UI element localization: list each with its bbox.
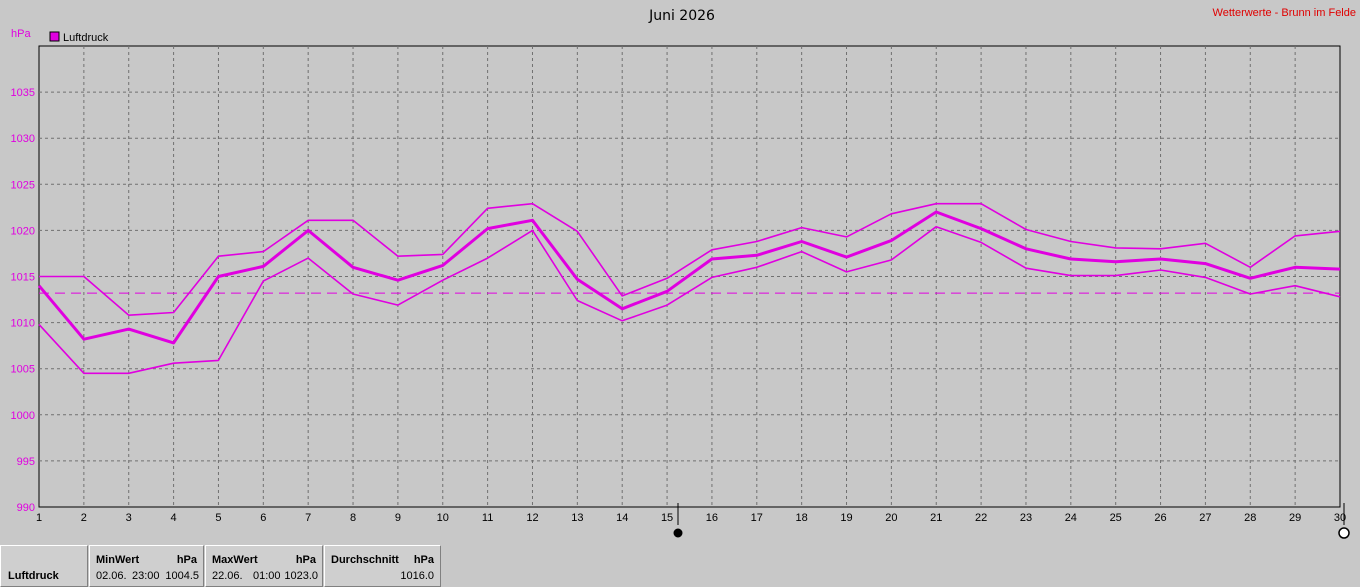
- y-tick-label: 1015: [11, 272, 35, 284]
- stats-max-box: MaxWert hPa 22.06. 01:00 1023.0: [205, 545, 323, 587]
- x-tick-label: 23: [1020, 512, 1032, 524]
- min-value: 1004.5: [165, 570, 199, 582]
- x-tick-label: 27: [1199, 512, 1211, 524]
- x-tick-label: 22: [975, 512, 987, 524]
- avg-value: 1016.0: [400, 570, 434, 582]
- x-tick-label: 17: [751, 512, 763, 524]
- stats-avg-box: Durchschnitt hPa 1016.0: [324, 545, 441, 587]
- series-line-min: [38, 225, 1341, 375]
- y-tick-label: 1035: [11, 87, 35, 99]
- y-tick-label: 1010: [11, 318, 35, 330]
- x-tick-label: 3: [126, 512, 132, 524]
- timeline-markers: [673, 503, 1350, 539]
- x-tick-label: 29: [1289, 512, 1301, 524]
- x-axis-ticks: 1 2 3 4 5 6 7 8 9 10 11 12 13 14 15 16 17 18 19 20 21 22 23 24 2…: [36, 512, 1346, 524]
- x-tick-label: 8: [350, 512, 356, 524]
- x-tick-label: 6: [260, 512, 266, 524]
- y-tick-label: 995: [17, 456, 35, 468]
- series-line-avg: [37, 210, 1341, 345]
- min-header: MinWert: [96, 554, 140, 566]
- chart-title: Juni 2026: [648, 8, 715, 24]
- x-tick-label: 7: [305, 512, 311, 524]
- x-tick-label: 24: [1065, 512, 1077, 524]
- max-header: MaxWert: [212, 554, 258, 566]
- x-tick-label: 11: [482, 512, 493, 524]
- x-tick-label: 21: [930, 512, 942, 524]
- max-time: 01:00: [253, 570, 281, 582]
- y-tick-label: 1000: [11, 410, 35, 422]
- end-day-marker: [1338, 527, 1350, 539]
- x-tick-label: 18: [796, 512, 808, 524]
- y-axis-unit: hPa: [11, 28, 31, 40]
- min-date: 02.06.: [96, 570, 127, 582]
- y-tick-label: 1005: [11, 364, 35, 376]
- avg-header: Durchschnitt: [331, 554, 399, 566]
- brand-label: Wetterwerte - Brunn im Felde: [1213, 7, 1356, 19]
- x-tick-label: 10: [437, 512, 449, 524]
- series-group: [37, 202, 1341, 375]
- x-tick-label: 26: [1154, 512, 1166, 524]
- y-tick-label: 1025: [11, 179, 35, 191]
- x-tick-label: 2: [81, 512, 87, 524]
- x-tick-label: 16: [706, 512, 718, 524]
- x-tick-label: 9: [395, 512, 401, 524]
- x-tick-label: 1: [36, 512, 42, 524]
- pressure-chart: Juni 2026 Wetterwerte - Brunn im Felde h…: [10, 7, 1356, 539]
- stats-bar: Luftdruck MinWert hPa 02.06. 23:00 1004.…: [0, 545, 1360, 587]
- stats-min-box: MinWert hPa 02.06. 23:00 1004.5: [89, 545, 204, 587]
- legend-swatch: [49, 31, 60, 42]
- x-tick-label: 4: [171, 512, 177, 524]
- y-tick-label: 1020: [11, 225, 35, 237]
- y-tick-label: 1030: [11, 133, 35, 145]
- x-tick-label: 13: [571, 512, 583, 524]
- stats-name-box: Luftdruck: [0, 545, 88, 587]
- max-date: 22.06.: [212, 570, 243, 582]
- max-value: 1023.0: [284, 570, 318, 582]
- y-tick-label: 990: [17, 502, 35, 514]
- x-tick-label: 14: [616, 512, 628, 524]
- x-tick-label: 12: [526, 512, 538, 524]
- x-tick-label: 5: [215, 512, 221, 524]
- avg-unit: hPa: [413, 554, 434, 566]
- x-tick-label: 28: [1244, 512, 1256, 524]
- x-tick-label: 15: [661, 512, 673, 524]
- min-time: 23:00: [132, 570, 160, 582]
- current-day-marker: [673, 528, 683, 538]
- max-unit: hPa: [295, 554, 316, 566]
- x-tick-label: 25: [1110, 512, 1122, 524]
- min-unit: hPa: [176, 554, 197, 566]
- x-tick-label: 19: [840, 512, 852, 524]
- series-line-max: [39, 202, 1341, 317]
- y-axis-ticks: 990 995 1000 1005 1010 1015 1020 1025 1030 1035: [11, 87, 35, 514]
- x-tick-label: 30: [1334, 512, 1346, 524]
- stats-name: Luftdruck: [8, 570, 59, 582]
- legend-label: Luftdruck: [63, 32, 109, 44]
- x-tick-label: 20: [885, 512, 897, 524]
